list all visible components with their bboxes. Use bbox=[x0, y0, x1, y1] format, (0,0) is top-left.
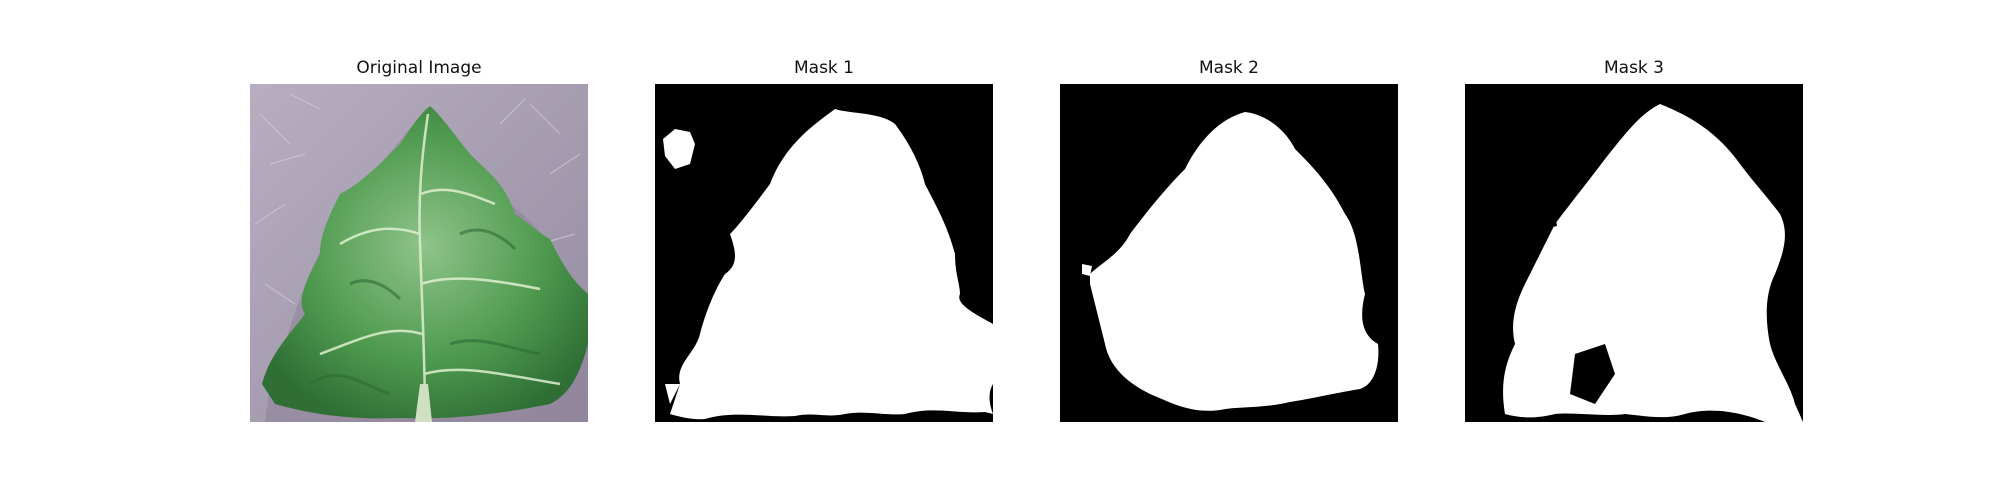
mask-3 bbox=[1465, 84, 1803, 422]
mask-2 bbox=[1060, 84, 1398, 422]
original-image bbox=[250, 84, 588, 422]
panel-title-mask-2: Mask 2 bbox=[1198, 58, 1259, 78]
mask-1 bbox=[655, 84, 993, 422]
panel-title-mask-3: Mask 3 bbox=[1603, 58, 1664, 78]
panel-title-original: Original Image bbox=[356, 58, 482, 78]
panel-title-mask-1: Mask 1 bbox=[793, 58, 854, 78]
